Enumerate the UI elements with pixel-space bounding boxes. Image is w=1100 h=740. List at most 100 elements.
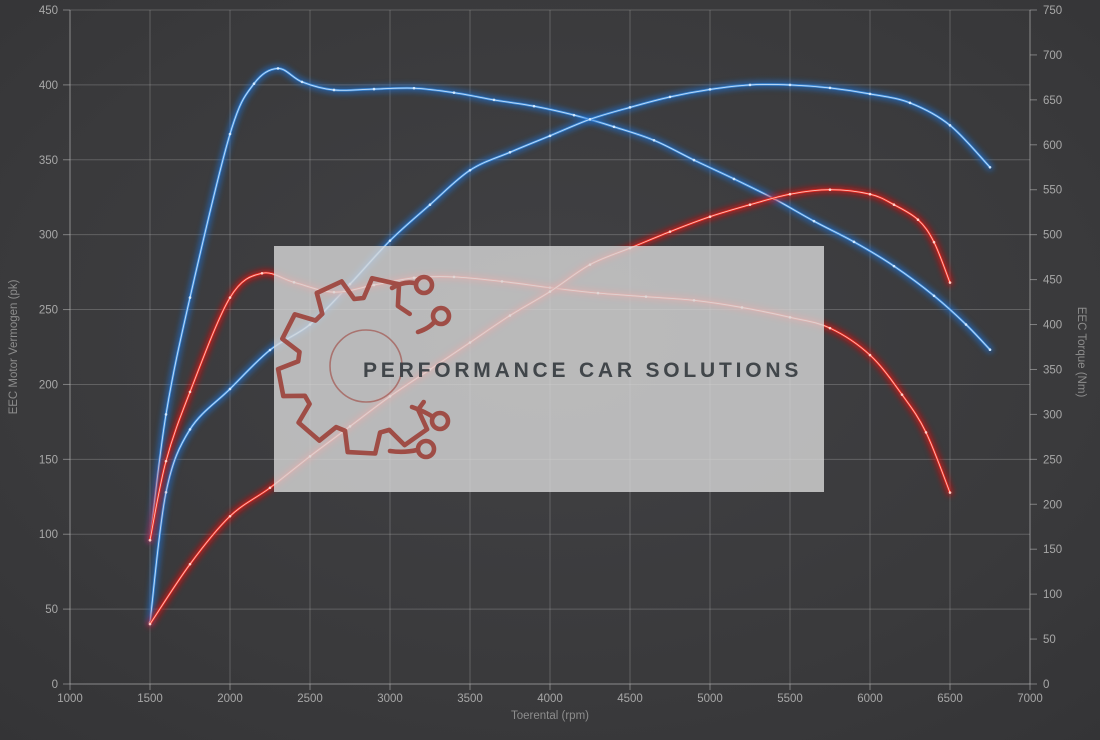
right-tick-label: 150 <box>1043 544 1062 556</box>
power-curve-blue-point <box>164 490 168 494</box>
right-tick-label: 450 <box>1043 275 1062 287</box>
torque-curve-blue-point <box>276 67 280 70</box>
left-tick-label: 400 <box>39 80 58 92</box>
watermark: PERFORMANCE CAR SOLUTIONS <box>274 246 824 492</box>
power-curve-blue-point <box>908 101 912 105</box>
right-tick-label: 500 <box>1043 230 1062 242</box>
torque-curve-blue-point <box>188 296 192 299</box>
x-tick-label: 4000 <box>537 693 563 705</box>
gear-icon <box>275 275 430 456</box>
circuit-nodes <box>413 274 452 460</box>
right-tick-label: 350 <box>1043 364 1062 376</box>
x-tick-label: 3500 <box>457 693 483 705</box>
power-curve-blue-point <box>988 165 992 169</box>
power-curve-blue-point <box>428 203 432 207</box>
power-curve-red-point <box>948 281 952 284</box>
torque-curve-blue-point <box>852 240 856 244</box>
x-tick-label: 1000 <box>57 693 83 705</box>
right-tick-label: 100 <box>1043 589 1062 601</box>
right-tick-label: 550 <box>1043 185 1062 197</box>
power-curve-blue-point <box>748 83 752 87</box>
torque-curve-red-point <box>228 296 232 299</box>
power-curve-red-point <box>916 218 920 221</box>
x-tick-label: 3000 <box>377 693 403 705</box>
torque-curve-blue-point <box>692 158 696 162</box>
right-tick-label: 750 <box>1043 5 1062 17</box>
torque-curve-blue-point <box>892 264 896 268</box>
power-curve-red-point <box>788 192 792 196</box>
axis-layer: 1000 1500 2000 2500 3000 3500 4000 4500 5000 5500… <box>39 5 1062 705</box>
torque-curve-blue-point <box>964 323 968 326</box>
power-curve-blue-point <box>868 92 872 96</box>
torque-curve-blue-point <box>372 87 376 91</box>
power-curve-red-point <box>868 192 872 196</box>
power-curve-blue-point <box>708 88 712 91</box>
right-axis-title: EEC Torque (Nm) <box>1075 307 1087 398</box>
power-curve-blue-point <box>668 95 672 99</box>
right-tick-label: 50 <box>1043 634 1056 646</box>
right-tick-label: 250 <box>1043 454 1062 466</box>
power-curve-blue-point <box>388 239 392 242</box>
torque-curve-blue-point <box>612 125 616 129</box>
right-tick-label: 400 <box>1043 320 1062 332</box>
power-curve-blue-point <box>508 150 512 154</box>
left-tick-label: 350 <box>39 155 58 167</box>
power-curve-blue-core <box>149 83 991 624</box>
x-tick-label: 2500 <box>297 693 323 705</box>
torque-curve-blue-point <box>252 82 256 85</box>
left-tick-label: 50 <box>45 604 58 616</box>
x-tick-label: 5500 <box>777 693 803 705</box>
watermark-text: PERFORMANCE CAR SOLUTIONS <box>363 359 802 382</box>
power-curve-blue-point <box>628 106 632 109</box>
torque-curve-blue-point <box>988 348 992 351</box>
torque-curve-blue-point <box>164 413 168 416</box>
power-curve-red-point <box>708 215 712 218</box>
gear-circuit-logo <box>275 274 452 460</box>
left-tick-label: 250 <box>39 305 58 317</box>
x-tick-label: 7000 <box>1017 693 1043 705</box>
right-tick-label: 650 <box>1043 95 1062 107</box>
right-tick-label: 0 <box>1043 679 1049 691</box>
torque-curve-blue-point <box>300 80 304 84</box>
power-curve-blue-point <box>468 168 472 172</box>
x-tick-label: 4500 <box>617 693 643 705</box>
power-curve-blue-point <box>188 428 192 431</box>
left-tick-label: 150 <box>39 454 58 466</box>
power-curve-red-point <box>828 188 832 192</box>
torque-curve-red-point <box>868 353 872 357</box>
torque-curve-red-point <box>164 459 168 463</box>
torque-curve-red-point <box>188 390 192 394</box>
power-curve-blue-point <box>948 124 952 127</box>
torque-curve-blue-point <box>572 113 576 117</box>
power-curve-blue-point <box>588 118 592 121</box>
torque-curve-red-point <box>948 491 952 494</box>
torque-curve-blue-point <box>732 177 736 181</box>
power-curve-blue-point <box>828 86 832 90</box>
torque-curve-blue-point <box>932 294 936 298</box>
power-curve-blue <box>146 80 994 627</box>
right-tick-label: 300 <box>1043 409 1062 421</box>
power-curve-red-point <box>188 562 192 566</box>
right-tick-label: 700 <box>1043 50 1062 62</box>
power-curve-blue-point <box>788 83 792 87</box>
power-curve-blue-point <box>268 348 272 352</box>
x-tick-label: 5000 <box>697 693 723 705</box>
torque-curve-blue-point <box>652 139 656 142</box>
torque-curve-red-point <box>924 431 928 434</box>
torque-curve-blue-point <box>332 88 336 92</box>
power-curve-red-point <box>748 203 752 207</box>
power-curve-blue-point <box>228 387 232 391</box>
torque-curve-red-point <box>148 538 152 542</box>
labels-layer: Toerental (rpm) EEC Motor Vermogen (pk) … <box>8 279 1087 722</box>
x-tick-label: 2000 <box>217 693 243 705</box>
power-curve-red-point <box>228 514 232 518</box>
torque-curve-red-point <box>828 326 832 330</box>
x-tick-label: 6500 <box>937 693 963 705</box>
left-tick-label: 450 <box>39 5 58 17</box>
x-tick-label: 1500 <box>137 693 163 705</box>
right-tick-label: 600 <box>1043 140 1062 152</box>
torque-curve-blue-point <box>492 98 496 102</box>
torque-curve-blue-point <box>228 132 232 136</box>
